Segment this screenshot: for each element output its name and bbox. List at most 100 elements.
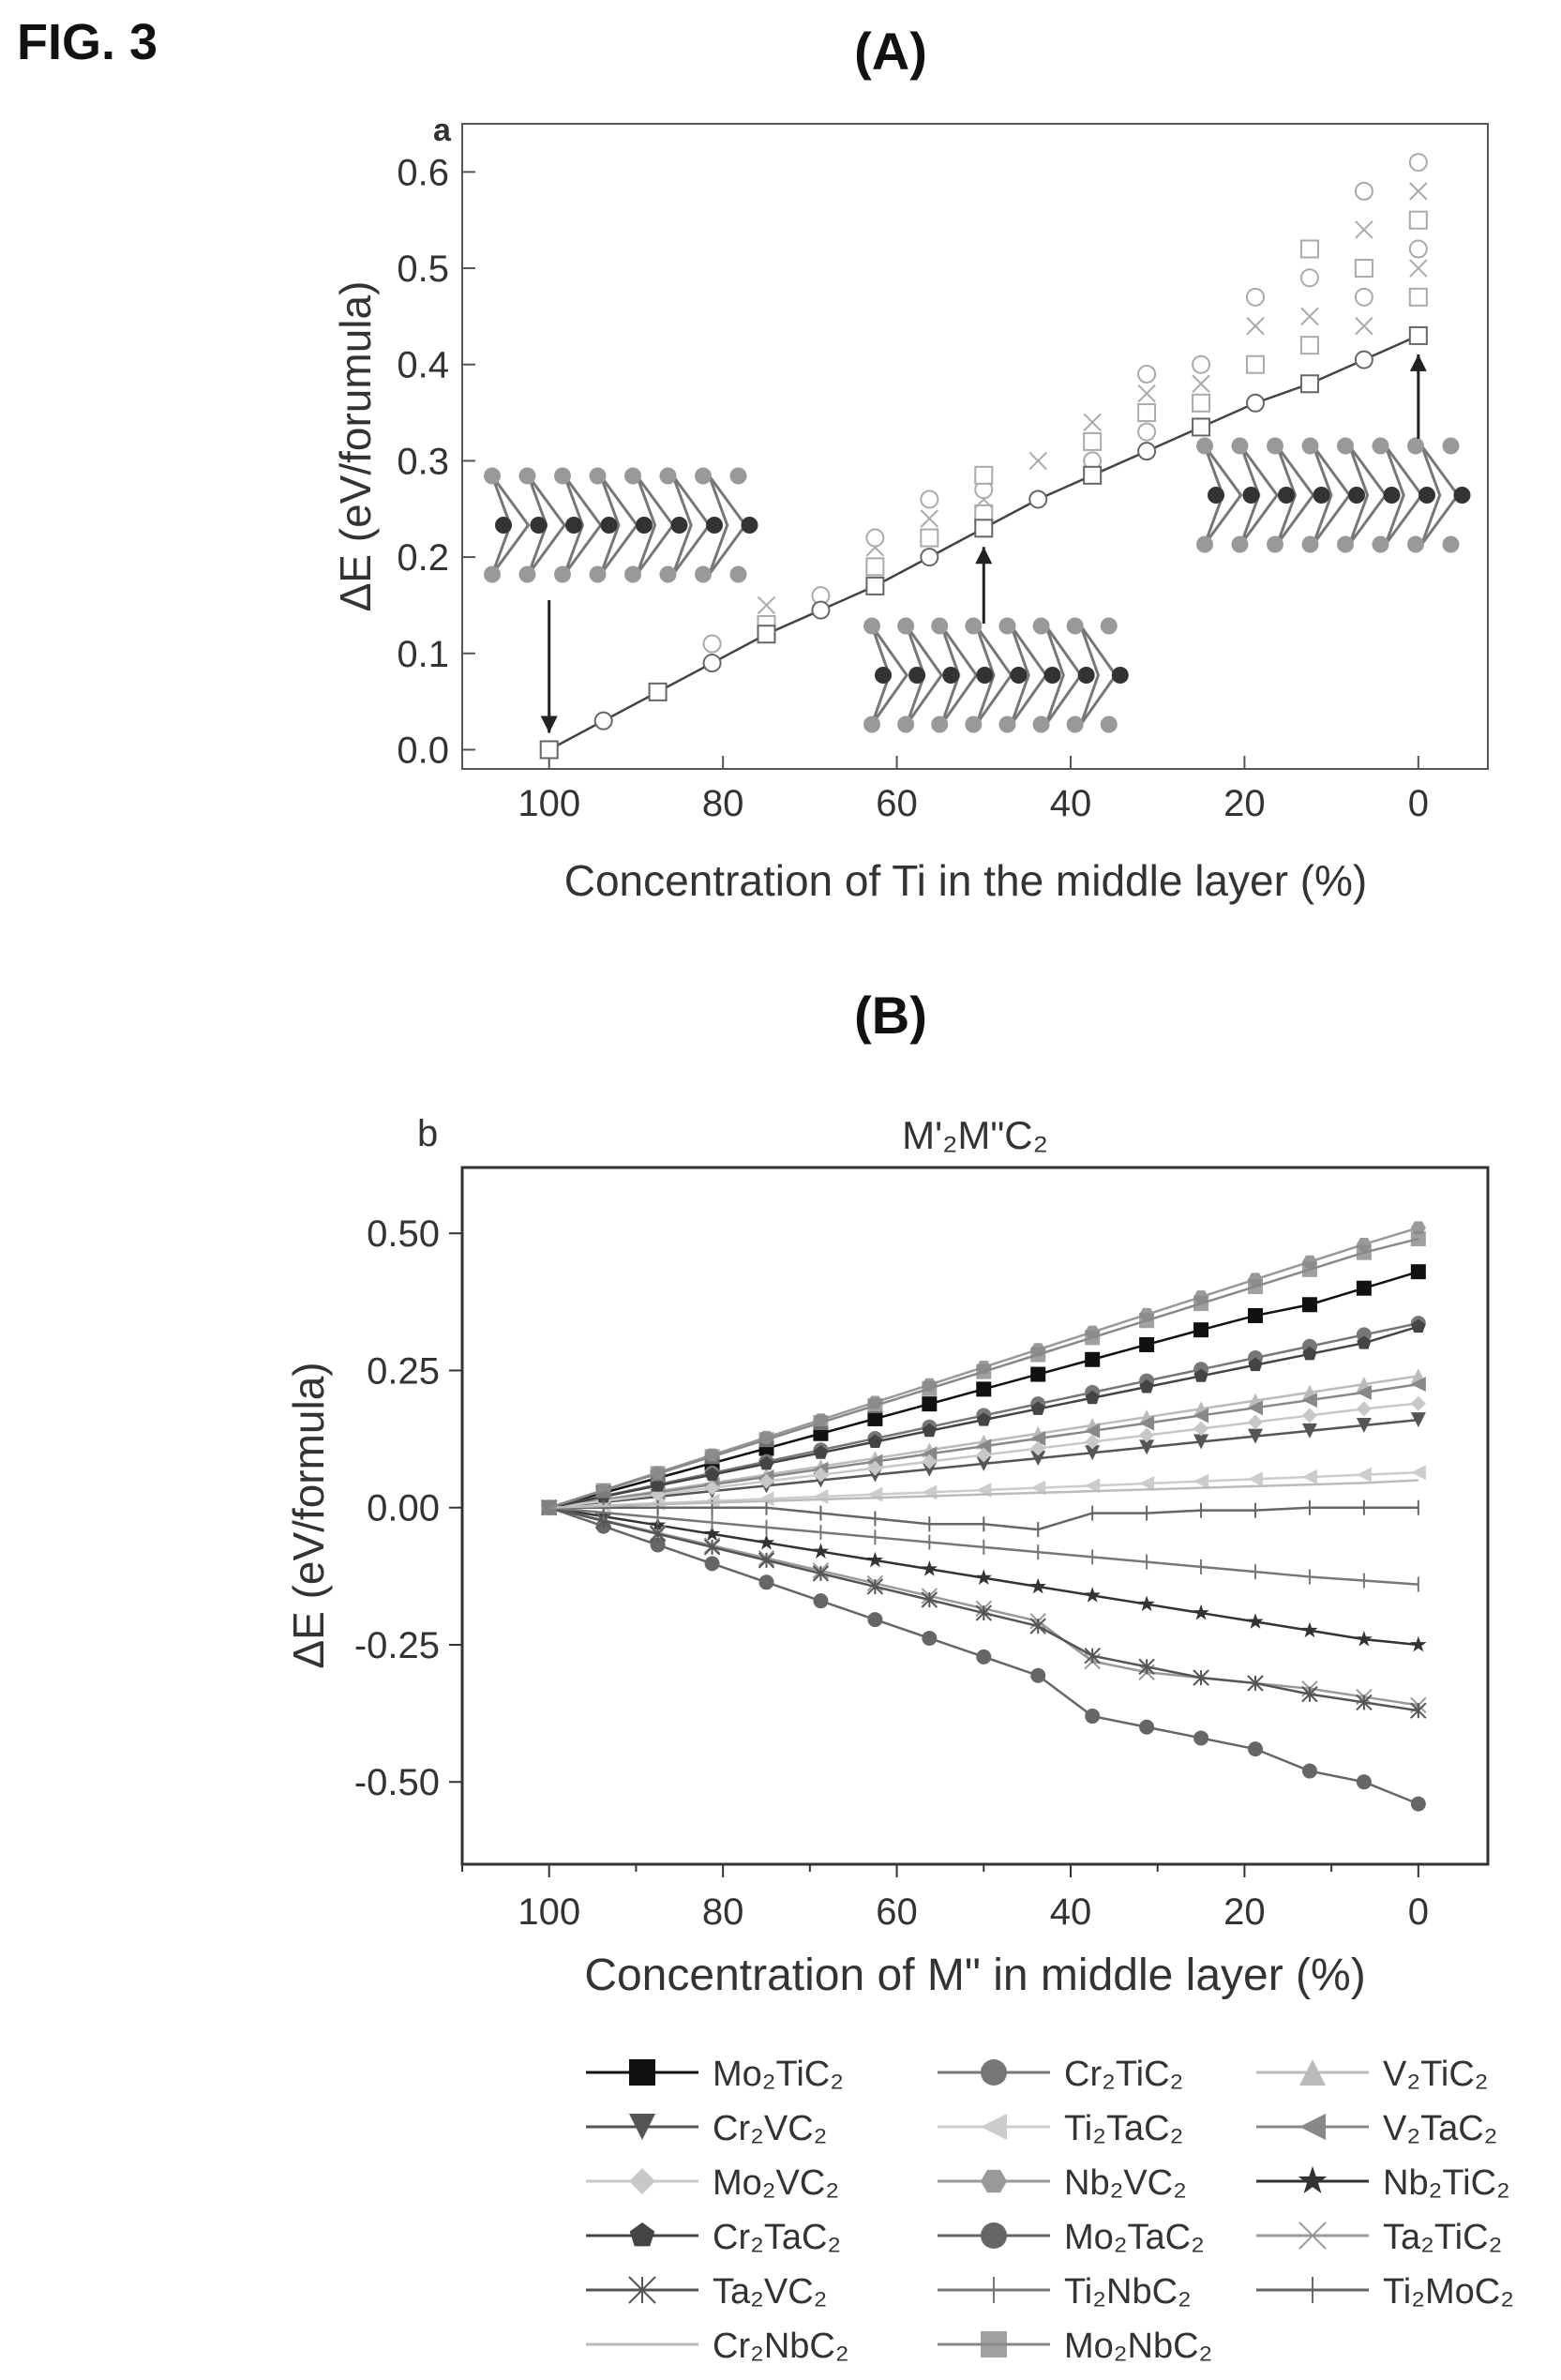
chart-b-series-point [1356, 1694, 1373, 1711]
chart-b-series-point [1193, 1473, 1209, 1489]
chart-b-legend-label: Ti₂MoC₂ [1383, 2272, 1514, 2312]
chart-b-legend-marker [981, 2114, 1007, 2140]
chart-b-series-point [1247, 1471, 1263, 1487]
chart-a-scatter-point [1137, 422, 1157, 442]
chart-b-series-point [1356, 1417, 1372, 1433]
chart-b-series-point [1193, 1421, 1209, 1437]
chart-b-legend-item: V₂TaC₂ [1256, 2109, 1497, 2148]
chart-b-series-point [922, 1454, 938, 1469]
chart-a-main-point [1028, 490, 1048, 509]
chart-a-scatter-point [1028, 451, 1047, 471]
chart-b-series-point [1193, 1368, 1208, 1382]
chart-b-series [541, 1395, 1426, 1515]
chart-b-series-point [1356, 1630, 1373, 1647]
chart-b-legend: Mo₂TiC₂ Cr₂TiC₂ V₂TiC₂ Cr₂VC₂ Ti₂TaC₂ V₂TaC₂ M… [586, 2055, 1514, 2366]
chart-a-scatter-point [757, 595, 776, 615]
chart-a-main-point [1245, 393, 1265, 413]
chart-b-series-point [758, 1552, 775, 1569]
chart-b-series-point [1247, 1278, 1263, 1294]
chart-a-scatter-point [1354, 287, 1373, 307]
chart-b-series-point [1085, 1478, 1101, 1494]
chart-b-xtick-label: 100 [518, 1891, 580, 1933]
chart-b-series-point [975, 1569, 993, 1586]
chart-b-legend-item: Ti₂NbC₂ [938, 2272, 1192, 2312]
chart-b-series-point [1085, 1423, 1101, 1439]
chart-b-xtick-label: 0 [1408, 1891, 1429, 1933]
chart-b-series-point [866, 1551, 884, 1568]
chart-a-scatter-point [1192, 354, 1211, 374]
chart-b-series-point [1193, 1322, 1209, 1338]
chart-b-series [548, 1479, 1418, 1509]
chart-b-series-point [1030, 1440, 1046, 1456]
chart-b-legend-marker [1299, 2059, 1326, 2086]
chart-a-scatter-point [1355, 316, 1373, 336]
chart-b-series-point [650, 1537, 666, 1553]
chart-a-ytick-label: 0.2 [397, 537, 449, 579]
chart-b-legend-item: Cr₂NbC₂ [586, 2327, 849, 2366]
chart-a-main-point [539, 740, 559, 760]
chart-b-legend-item: Nb₂TiC₂ [1256, 2163, 1510, 2203]
chart-b-legend-marker [628, 2276, 656, 2304]
chart-b-series-point [1139, 1719, 1155, 1735]
chart-a-scatter-point [865, 557, 885, 577]
chart-a-xtick-label: 60 [876, 783, 918, 824]
chart-a-main-point [1299, 374, 1319, 394]
chart-a-main-point [811, 600, 831, 620]
chart-b-series-point [1357, 1335, 1372, 1349]
chart-a-scatter-point [1137, 364, 1157, 384]
chart-b-series-point [1193, 1296, 1209, 1312]
chart-b-series-point [1247, 1428, 1263, 1444]
chart-b-series-point [867, 1434, 882, 1448]
chart-a-corner-letter: a [433, 113, 452, 148]
chart-b-series-point [976, 1447, 992, 1463]
chart-b-corner-letter: b [417, 1113, 438, 1154]
chart-a-scatter-point [1299, 268, 1319, 288]
chart-b-series-point [1356, 1774, 1372, 1790]
chart-b-series-point [976, 1439, 992, 1454]
chart-b-series-point [1410, 1412, 1426, 1428]
chart-a-scatter-point [1245, 287, 1265, 307]
chart-b-series-point [703, 1539, 721, 1556]
chart-a-scatter-point [1409, 259, 1428, 278]
chart-a-main-point [1408, 325, 1428, 345]
chart-a-ytick-label: 0.1 [397, 634, 449, 675]
chart-b-series-point [813, 1415, 829, 1431]
chart-b-legend-marker [629, 2059, 655, 2086]
chart-a-scatter-point [1299, 336, 1319, 355]
chart-b: b M'₂M"C₂ Concentration of M" in middle … [284, 1113, 1514, 2366]
chart-b-ytick-label: 0.00 [367, 1488, 440, 1529]
chart-a-scatter-point [974, 465, 994, 485]
chart-a-ytick-label: 0.0 [397, 730, 449, 771]
chart-b-legend-label: Nb₂VC₂ [1064, 2163, 1187, 2203]
chart-b-legend-item: V₂TiC₂ [1256, 2055, 1489, 2094]
chart-b-legend-marker [981, 2222, 1007, 2249]
chart-b-series-point [1301, 1408, 1317, 1423]
chart-b-series-point [1410, 1465, 1426, 1481]
chart-b-series-point [922, 1380, 938, 1396]
chart-b-series-point [976, 1455, 992, 1471]
chart-b-series-point [1356, 1401, 1372, 1417]
chart-b-series-point [1301, 1763, 1317, 1779]
panel-label-b: (B) [854, 986, 927, 1045]
chart-b-series-point [812, 1565, 830, 1582]
chart-b-series-point [1301, 1393, 1317, 1408]
chart-b-series-point [1139, 1313, 1155, 1329]
chart-b-series-point [1193, 1604, 1209, 1620]
chart-b-series-point [1030, 1401, 1045, 1415]
chart-a-inset-left-crystal [484, 467, 758, 583]
chart-b-series-point [866, 1578, 884, 1595]
chart-a-scatter-point [920, 490, 939, 509]
chart-b-legend-item: Ta₂TiC₂ [1256, 2218, 1502, 2257]
chart-a-scatter-point [920, 509, 939, 528]
chart-b-legend-label: Mo₂VC₂ [713, 2163, 839, 2203]
chart-b-series-point [922, 1630, 938, 1646]
chart-b-series-point [1247, 1613, 1264, 1629]
chart-b-ytick-label: 0.25 [367, 1350, 440, 1392]
chart-b-series-point [1247, 1400, 1263, 1416]
chart-b-legend-item: Mo₂TiC₂ [586, 2055, 844, 2094]
chart-b-legend-marker [1299, 2114, 1326, 2140]
chart-b-series [541, 1499, 1426, 1812]
chart-b-series-point [976, 1381, 992, 1397]
chart-b-series-point [867, 1397, 883, 1413]
